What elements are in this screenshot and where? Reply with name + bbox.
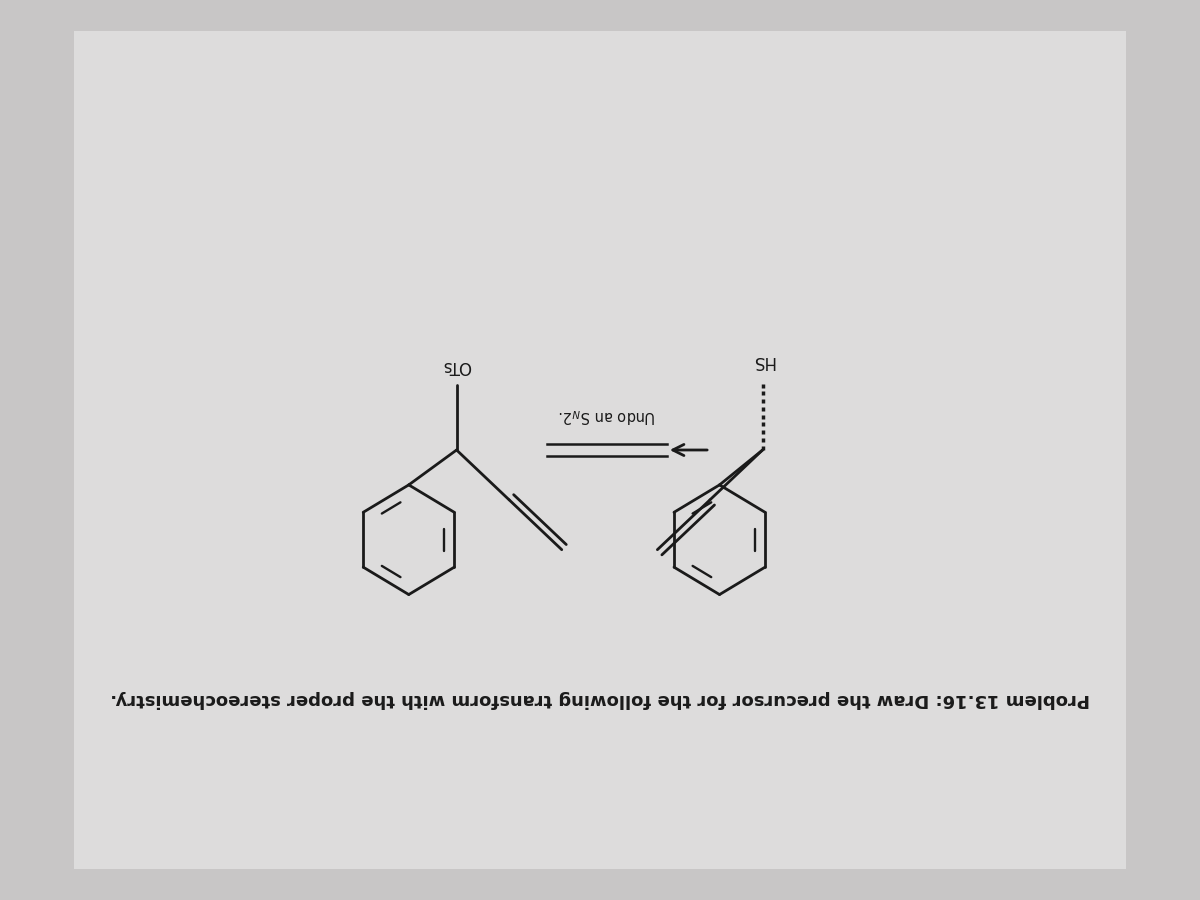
Text: HS: HS	[751, 352, 774, 370]
Text: Problem 13.16: Draw the precursor for the following transform with the proper st: Problem 13.16: Draw the precursor for th…	[110, 690, 1090, 708]
Text: Undo an S$_N$2.: Undo an S$_N$2.	[558, 407, 656, 425]
Text: OTs: OTs	[442, 357, 472, 375]
